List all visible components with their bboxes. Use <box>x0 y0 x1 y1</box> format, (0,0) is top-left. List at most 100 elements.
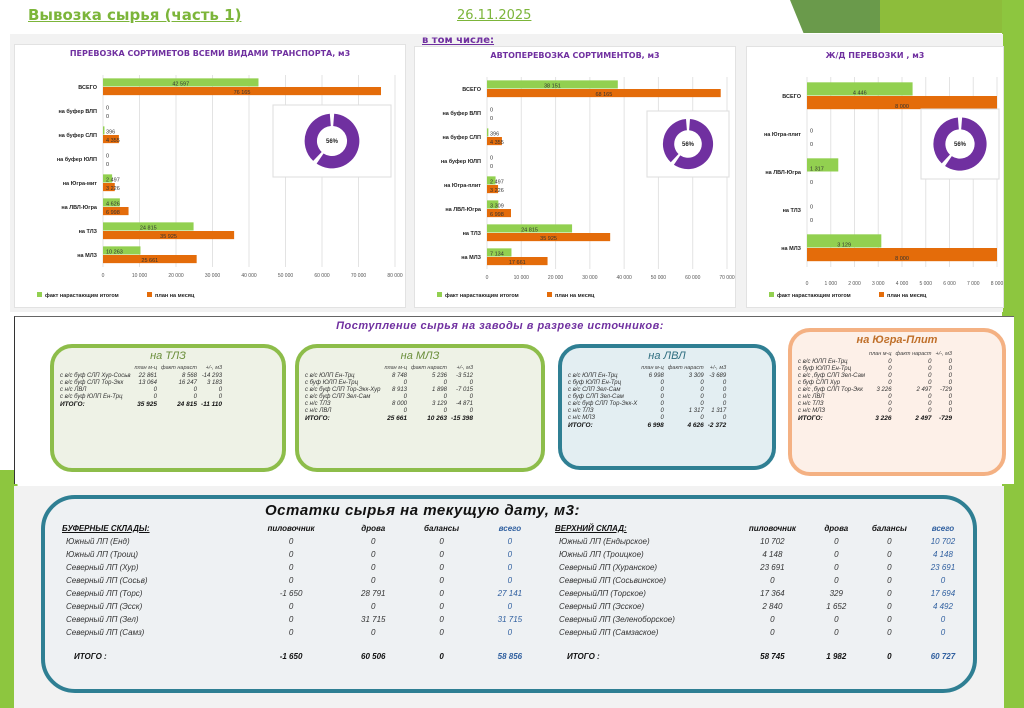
category-label: на ЛВЛ-Югра <box>445 207 482 213</box>
category-label: ВСЕГО <box>462 87 481 93</box>
data-label: 0 <box>810 218 813 224</box>
cell-value: -729 <box>938 414 952 422</box>
sources-title: Поступление сырья на заводы в разрезе ис… <box>336 320 664 332</box>
bar-fact <box>487 128 489 137</box>
source-box-title: на ЛВЛ <box>648 350 686 362</box>
warehouse-name: Северный ЛП (Эсск) <box>66 602 143 611</box>
column-header: план м-ц <box>384 364 408 371</box>
cell-value: 16 247 <box>178 379 197 386</box>
bar-fact <box>103 222 194 231</box>
source-table-header: план м-ц факт нараст +/-, м3 <box>796 350 954 358</box>
legend-label: факт нарастающим итогом <box>445 292 519 299</box>
donut-percent-label: 56% <box>954 142 967 148</box>
report-date: 26.11.2025 <box>457 8 532 23</box>
section-label: ВЕРХНИЙ СКЛАД: <box>555 524 627 533</box>
data-label: 4 626 <box>106 202 120 208</box>
header-spacer <box>566 364 639 372</box>
column-header: пиловочник <box>748 524 796 533</box>
cell-value: 0 <box>469 379 474 386</box>
source-row: с буф ЮЛП Ен-Трц 0 0 0 <box>566 379 728 386</box>
cell-value: 0 <box>834 550 839 559</box>
bar-fact <box>807 158 839 172</box>
data-label: 2 497 <box>106 178 120 184</box>
column-header: план м-ц <box>869 350 892 357</box>
cell-value: 0 <box>770 576 775 585</box>
cell-value: 0 <box>507 537 513 546</box>
data-label: 0 <box>810 142 813 148</box>
chart-all-transport-svg: 0 10 000 20 000 30 000 40 000 50 000 60 000 70 … <box>37 75 403 299</box>
chart-rail-transport-svg: 0 1 000 2 000 3 000 4 000 5 000 6 000 7 000 8 00… <box>764 77 1003 299</box>
source-row: с в/с буф СЛП Тор-Экк-Х 0 0 0 <box>566 400 728 407</box>
column-header: факт нараст <box>895 350 932 357</box>
cell-value: 0 <box>153 386 157 393</box>
data-label: 17 661 <box>509 260 526 266</box>
total-row: ИТОГО: 3 226 2 497 -729 <box>796 414 954 422</box>
cell-value: 31 715 <box>497 615 523 624</box>
category-label: на буфер СЛП <box>442 134 481 141</box>
cell-value: 0 <box>928 400 932 407</box>
cell-value: 0 <box>887 550 892 559</box>
cell-value: 0 <box>887 602 892 611</box>
cell-value: 0 <box>439 537 444 546</box>
cell-value: 0 <box>834 576 839 585</box>
row-label: с н/с ЛВЛ <box>305 407 332 414</box>
x-tick-label: 0 <box>102 273 105 279</box>
warehouse-row: Южный ЛП (Енд) 0 0 0 0 <box>62 535 538 548</box>
data-label: 35 925 <box>540 236 557 242</box>
source-box-title: на ТЛЗ <box>150 350 186 362</box>
cell-value: 0 <box>371 576 376 585</box>
x-tick-label: 70 000 <box>351 273 367 279</box>
source-table: план м-ц факт нараст +/-, м3 с в/с буф СЛП … <box>58 364 224 408</box>
category-label: на МЛЗ <box>461 255 481 261</box>
data-label: 35 925 <box>160 234 177 240</box>
category-label: на буфер ЮЛП <box>441 158 481 165</box>
x-tick-label: 60 000 <box>685 275 701 281</box>
row-label: с н/с ТЛЗ <box>568 407 594 414</box>
cell-value: 0 <box>928 358 932 365</box>
cell-value: 4 626 <box>687 421 704 429</box>
cell-value: 4 148 <box>762 550 783 559</box>
row-label: с в/с ЮЛП Ен-Трц <box>798 358 848 365</box>
category-label: на буфер СЛП <box>58 132 97 139</box>
cell-value: 0 <box>660 386 664 393</box>
donut-segment-rest <box>933 117 959 164</box>
row-label: с н/с ТЛЗ <box>305 400 331 407</box>
source-box-title: на Югра-Плит <box>856 334 938 346</box>
cell-value: 0 <box>940 628 946 637</box>
bar-fact <box>807 234 882 248</box>
total-row: ИТОГО : 58 745 1 982 0 60 727 <box>555 639 965 661</box>
cell-value: 0 <box>371 628 376 637</box>
x-tick-label: 30 000 <box>205 273 221 279</box>
cell-value: 1 982 <box>826 652 847 661</box>
cell-value: 0 <box>403 379 407 386</box>
cell-value: 0 <box>288 615 294 624</box>
data-label: 0 <box>810 129 813 135</box>
total-row: ИТОГО : -1 650 60 506 0 58 856 <box>62 639 538 661</box>
cell-value: 0 <box>443 379 447 386</box>
chart-title: Ж/Д ПЕРЕВОЗКИ , м3 <box>825 51 925 60</box>
cell-value: 8 913 <box>391 386 407 393</box>
cell-value: 0 <box>218 386 223 393</box>
source-row: с н/с ТЛЗ 8 000 3 129 -4 871 <box>303 400 475 407</box>
source-table-header: план м-ц факт нараст +/-, м3 <box>303 364 475 372</box>
data-label: 4 446 <box>853 91 867 97</box>
warehouse-row: Южный ЛП (Троицкое) 4 148 0 0 4 148 <box>555 548 965 561</box>
cell-value: 1 317 <box>711 407 727 414</box>
bar-plan <box>487 209 511 218</box>
data-label: 68 165 <box>595 92 612 98</box>
cell-value: 0 <box>660 393 664 400</box>
cell-value: 2 497 <box>916 386 932 393</box>
bar-plan <box>807 248 997 262</box>
remains-header-row: БУФЕРНЫЕ СКЛАДЫ: пиловочник дрова балансы вс… <box>62 522 538 535</box>
cell-value: 0 <box>888 393 892 400</box>
data-label: 7 134 <box>490 252 504 258</box>
cell-value: 0 <box>660 400 664 407</box>
source-table-header: план м-ц факт нараст +/-, м3 <box>58 364 224 372</box>
legend-label: факт нарастающим итогом <box>777 292 851 299</box>
bar-plan <box>103 231 235 240</box>
cell-value: -1 650 <box>279 589 303 598</box>
cell-value: 0 <box>928 372 932 379</box>
data-label: 396 <box>106 130 115 136</box>
cell-value: 35 925 <box>137 400 157 408</box>
cell-value: 0 <box>288 537 294 546</box>
